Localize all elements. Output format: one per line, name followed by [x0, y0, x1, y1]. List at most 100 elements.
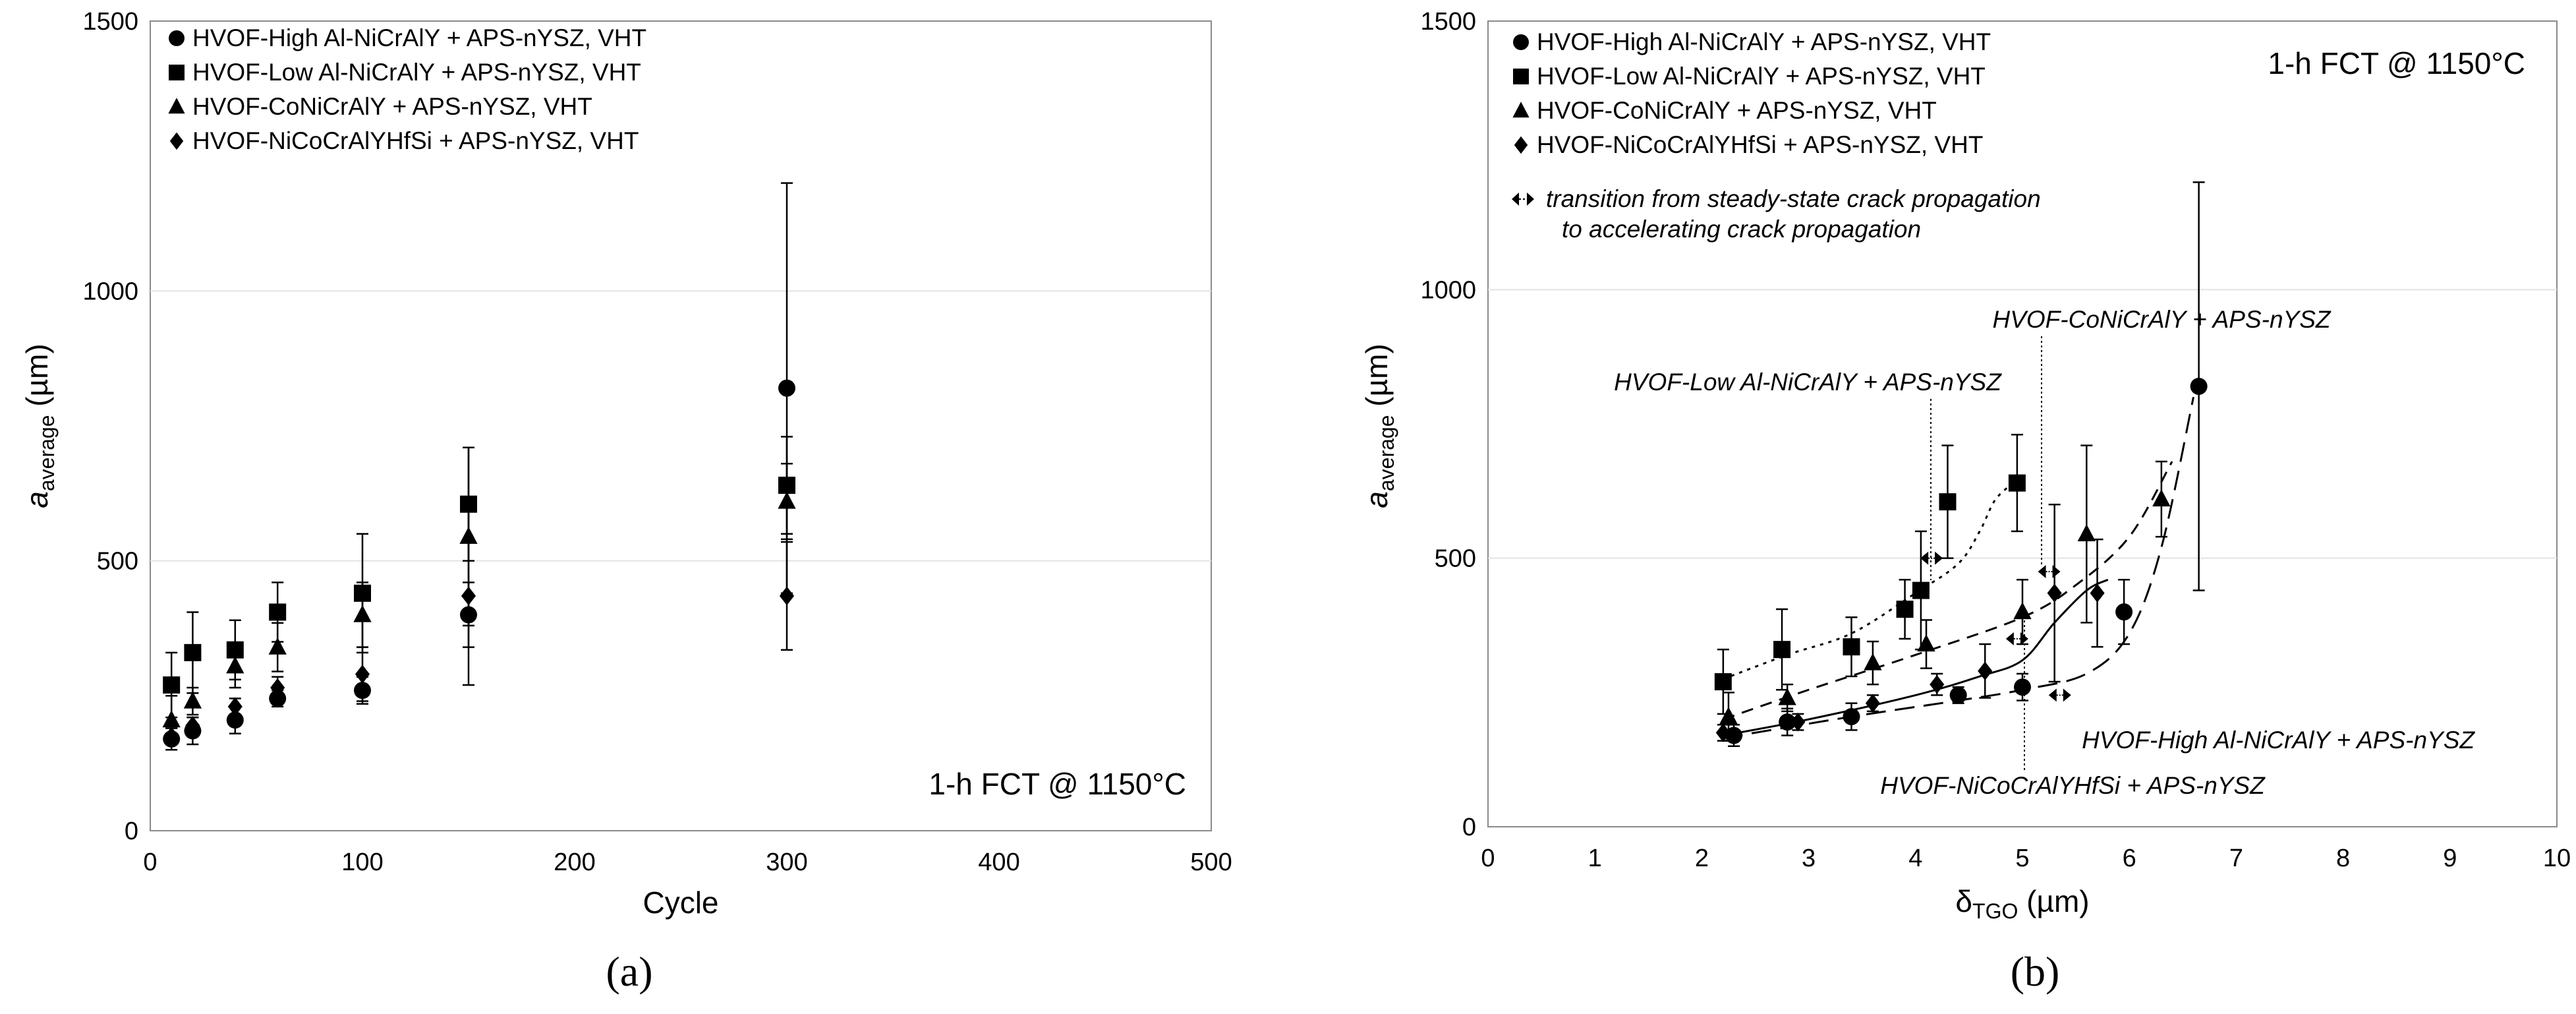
- fit-curve-diamond: [1723, 578, 2109, 736]
- data-point-circle: [226, 711, 244, 729]
- data-point-circle: [1843, 707, 1860, 725]
- y-axis-label-b-main: a: [1360, 491, 1394, 508]
- y-axis-label-b-sub: average: [1375, 415, 1398, 492]
- fit-curve-triangle: [1723, 461, 2173, 721]
- data-point-diamond: [461, 586, 476, 606]
- data-point-circle: [1779, 713, 1796, 731]
- legend-entry: HVOF-High Al-NiCrAlY + APS-nYSZ, VHT: [1537, 28, 1991, 55]
- data-point-triangle: [1719, 707, 1738, 725]
- data-point-circle: [2190, 377, 2208, 395]
- legend-entry: HVOF-High Al-NiCrAlY + APS-nYSZ, VHT: [192, 24, 646, 51]
- annotation-label: HVOF-Low Al-NiCrAlY + APS-nYSZ: [1614, 369, 2002, 396]
- condition-label-a: 1-h FCT @ 1150°C: [929, 767, 1186, 801]
- tick-labels-b: 0 500 1000 1500 0 1 2 3 4 5 6 7 8 9 10: [1420, 8, 2571, 872]
- x-tick-label: 500: [1190, 849, 1232, 876]
- arrow-right-icon: [1935, 551, 1943, 565]
- data-point-triangle: [2013, 602, 2032, 620]
- data-point-square: [163, 676, 181, 694]
- chart-panel-b: 0 500 1000 1500 0 1 2 3 4 5 6 7 8 9 10 HVOF-CoNiCrAlY …: [1360, 8, 2571, 995]
- x-tick-label: 1: [1588, 845, 1602, 872]
- plot-frame-a: [150, 20, 1212, 831]
- x-tick-label: 0: [1481, 845, 1495, 872]
- x-tick-label: 5: [2015, 845, 2029, 872]
- data-point-diamond: [1930, 674, 1945, 694]
- data-point-circle: [1949, 686, 1967, 704]
- data-point-diamond: [185, 716, 200, 735]
- data-point-diamond: [1790, 712, 1806, 732]
- y-axis-label-a: aaverage (µm): [20, 343, 59, 508]
- data-point-square: [184, 643, 202, 661]
- data-point-diamond: [1978, 661, 1993, 681]
- data-point-triangle: [1864, 653, 1882, 671]
- panel-label-b: (b): [2011, 948, 2060, 995]
- legend-marker-triangle: [1512, 102, 1530, 118]
- transition-marker: [2005, 632, 2028, 645]
- data-point-diamond: [1865, 694, 1880, 713]
- x-tick-label: 100: [341, 849, 383, 876]
- data-point-square: [354, 584, 371, 602]
- legend-a: HVOF-High Al-NiCrAlY + APS-nYSZ, VHT HVOF…: [168, 24, 646, 154]
- plot-frame-b: [1487, 20, 2558, 827]
- arrow-left-icon: [1920, 551, 1929, 565]
- legend-marker-diamond: [1514, 136, 1528, 154]
- data-point-triangle: [162, 710, 181, 728]
- legend-b: HVOF-High Al-NiCrAlY + APS-nYSZ, VHT HVOF…: [1512, 28, 2041, 243]
- y-axis-label-b-unit: (µm): [1360, 343, 1394, 415]
- data-point-square: [1714, 673, 1732, 691]
- x-tick-label: 7: [2229, 845, 2243, 872]
- legend-entry: HVOF-Low Al-NiCrAlY + APS-nYSZ, VHT: [1537, 63, 1986, 90]
- x-axis-label-b-main: δ: [1955, 884, 1972, 918]
- x-tick-label: 8: [2336, 845, 2350, 872]
- data-point-square: [1843, 638, 1860, 656]
- y-tick-label: 500: [1435, 545, 1476, 573]
- data-point-triangle: [268, 637, 287, 655]
- data-point-diamond: [1715, 723, 1731, 742]
- x-tick-label: 2: [1695, 845, 1709, 872]
- data-point-square: [778, 477, 795, 494]
- annotation-label: HVOF-High Al-NiCrAlY + APS-nYSZ: [2082, 727, 2475, 754]
- annotation-label: HVOF-CoNiCrAlY + APS-nYSZ: [1993, 306, 2332, 333]
- legend-entry: HVOF-NiCoCrAlYHfSi + APS-nYSZ, VHT: [192, 127, 639, 154]
- data-point-triangle: [183, 691, 202, 709]
- x-axis-label-b-sub: TGO: [1972, 899, 2018, 923]
- x-tick-label: 9: [2443, 845, 2457, 872]
- x-tick-label: 6: [2123, 845, 2136, 872]
- x-tick-label: 4: [1908, 845, 1922, 872]
- x-tick-label: 10: [2543, 845, 2571, 872]
- transition-legend-text: to accelerating crack propagation: [1562, 216, 1921, 243]
- transition-marker: [1920, 551, 1943, 565]
- data-point-square: [1939, 493, 1957, 511]
- x-tick-label: 300: [766, 849, 807, 876]
- data-point-square: [1912, 582, 1930, 599]
- data-point-triangle: [1917, 634, 1935, 652]
- chart-panel-a: 0 500 1000 1500 0 100 200 300 400 500 HVOF-High A…: [20, 8, 1232, 995]
- x-tick-label: 200: [554, 849, 595, 876]
- tick-labels-a: 0 500 1000 1500 0 100 200 300 400 500: [82, 8, 1232, 876]
- data-point-diamond: [164, 727, 179, 746]
- data-point-diamond: [2090, 583, 2105, 603]
- grid-b: [1488, 289, 2557, 559]
- legend-entry: HVOF-CoNiCrAlY + APS-nYSZ, VHT: [192, 93, 592, 120]
- arrow-left-icon: [2005, 632, 2014, 645]
- condition-label-b: 1-h FCT @ 1150°C: [2268, 46, 2525, 80]
- arrow-right-icon: [2020, 632, 2028, 645]
- markers-b: [1714, 377, 2208, 744]
- x-tick-label: 0: [143, 849, 157, 876]
- data-point-diamond: [779, 586, 795, 606]
- markers-a: [162, 379, 796, 748]
- data-point-triangle: [1778, 688, 1796, 705]
- grid-a: [150, 290, 1211, 562]
- data-point-square: [460, 495, 477, 513]
- data-point-diamond: [2047, 583, 2062, 603]
- data-point-square: [1896, 601, 1914, 618]
- arrow-right-icon: [2063, 688, 2071, 702]
- y-tick-label: 500: [97, 548, 138, 576]
- data-point-square: [2008, 474, 2026, 492]
- legend-entry: HVOF-NiCoCrAlYHfSi + APS-nYSZ, VHT: [1537, 131, 1983, 158]
- x-axis-label-a: Cycle: [643, 885, 718, 920]
- annotation-label: HVOF-NiCoCrAlYHfSi + APS-nYSZ: [1880, 772, 2266, 799]
- arrow-left-icon: [2048, 688, 2057, 702]
- data-point-square: [269, 603, 287, 621]
- data-point-circle: [460, 606, 477, 624]
